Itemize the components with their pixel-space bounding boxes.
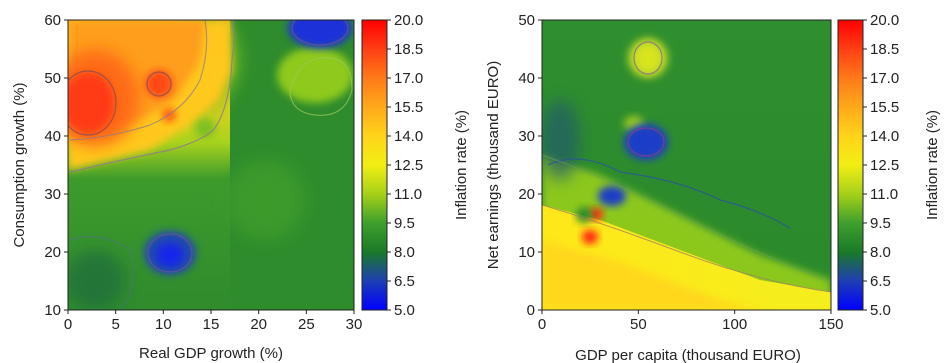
right-colorbar-label: Inflation rate (%)	[924, 110, 941, 220]
colorbar-tick-label: 17.0	[870, 70, 899, 87]
colorbar-tick-label: 14.0	[394, 128, 423, 145]
colorbar-tick-label: 11.0	[394, 186, 422, 203]
colorbar-tick-label: 8.0	[394, 244, 415, 261]
right-colorbar-ticks: 20.0 18.5 17.0 15.5 14.0 12.5 11.0 9.5 8.0 6.5 5.0	[863, 12, 899, 319]
left-x-ticks: 0 5 10 15 20 25 30	[64, 310, 363, 333]
colorbar-tick-label: 15.5	[870, 99, 899, 116]
left-colorbar	[361, 19, 388, 311]
right-y-ticks: 0 10 20 30 40 50	[518, 12, 542, 319]
x-tick-label: 15	[203, 316, 220, 333]
colorbar-tick-label: 8.0	[870, 244, 891, 261]
left-colorbar-label: Inflation rate (%)	[453, 110, 470, 220]
x-tick-label: 25	[298, 316, 315, 333]
right-heatmap	[541, 19, 832, 311]
x-tick-label: 30	[346, 316, 363, 333]
colorbar-tick-label: 20.0	[870, 12, 899, 29]
y-tick-label: 10	[518, 244, 535, 261]
colorbar-tick-label: 18.5	[870, 41, 899, 58]
left-y-axis-label: Consumption growth (%)	[11, 82, 28, 247]
colorbar-tick-label: 6.5	[394, 273, 415, 290]
colorbar-tick-label: 20.0	[394, 12, 423, 29]
right-colorbar	[837, 19, 864, 311]
right-y-axis-label: Net earnings (thousand EURO)	[485, 61, 502, 269]
y-tick-label: 20	[518, 186, 535, 203]
y-tick-label: 30	[518, 128, 535, 145]
y-tick-label: 40	[518, 70, 535, 87]
left-heatmap	[67, 19, 355, 311]
colorbar-tick-label: 11.0	[870, 186, 898, 203]
left-colorbar-ticks: 20.0 18.5 17.0 15.5 14.0 12.5 11.0 9.5 8.0 6.5 5.0	[387, 12, 423, 319]
colorbar-tick-label: 15.5	[394, 99, 423, 116]
colorbar-tick-label: 5.0	[870, 302, 891, 319]
x-tick-label: 150	[818, 316, 843, 333]
x-tick-label: 10	[155, 316, 172, 333]
y-tick-label: 20	[44, 244, 61, 261]
colorbar-tick-label: 17.0	[394, 70, 423, 87]
right-x-ticks: 0 50 100 150	[538, 310, 844, 333]
y-tick-label: 60	[44, 12, 61, 29]
y-tick-label: 50	[518, 12, 535, 29]
colorbar-tick-label: 12.5	[394, 157, 423, 174]
colorbar-tick-label: 9.5	[870, 215, 891, 232]
colorbar-tick-label: 12.5	[870, 157, 899, 174]
x-tick-label: 20	[250, 316, 267, 333]
colorbar-tick-label: 6.5	[870, 273, 891, 290]
x-tick-label: 0	[64, 316, 72, 333]
colorbar-tick-label: 5.0	[394, 302, 415, 319]
x-tick-label: 50	[630, 316, 647, 333]
colorbar-tick-label: 18.5	[394, 41, 423, 58]
colorbar-tick-label: 9.5	[394, 215, 415, 232]
right-x-axis-label: GDP per capita (thousand EURO)	[575, 347, 801, 363]
x-tick-label: 100	[722, 316, 747, 333]
y-tick-label: 0	[527, 302, 535, 319]
colorbar-tick-label: 14.0	[870, 128, 899, 145]
y-tick-label: 40	[44, 128, 61, 145]
left-x-axis-label: Real GDP growth (%)	[139, 345, 283, 362]
x-tick-label: 5	[111, 316, 119, 333]
x-tick-label: 0	[538, 316, 546, 333]
y-tick-label: 30	[44, 186, 61, 203]
left-y-ticks: 10 20 30 40 50 60	[44, 12, 68, 319]
y-tick-label: 50	[44, 70, 61, 87]
y-tick-label: 10	[44, 302, 61, 319]
